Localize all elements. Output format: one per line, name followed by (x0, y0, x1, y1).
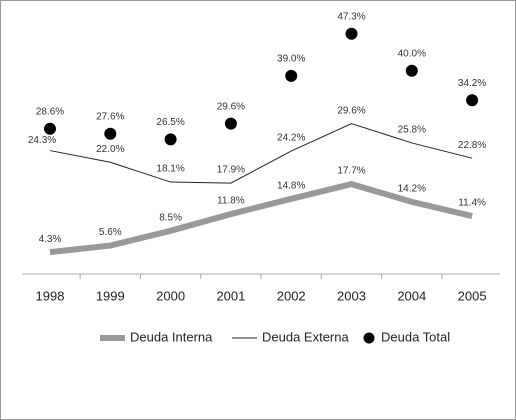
legend-label: Deuda Interna (130, 329, 213, 344)
dot (405, 64, 418, 77)
dot (345, 27, 358, 40)
value-label: 34.2% (458, 78, 486, 89)
dot (104, 127, 117, 140)
value-label: 17.7% (337, 166, 365, 177)
legend-symbol (363, 332, 375, 344)
value-label: 47.3% (337, 11, 365, 22)
value-label: 39.0% (277, 54, 305, 65)
x-tick-label: 1998 (36, 288, 65, 303)
value-label: 4.3% (39, 234, 62, 245)
value-label: 28.6% (36, 106, 64, 117)
value-label: 29.6% (337, 105, 365, 116)
dot (466, 94, 479, 107)
value-label: 14.8% (277, 180, 305, 191)
value-label: 24.3% (28, 135, 56, 146)
value-label: 14.2% (398, 184, 426, 195)
dot (224, 117, 237, 130)
value-label: 18.1% (156, 164, 184, 175)
value-label: 25.8% (398, 125, 426, 136)
x-tick-label: 2004 (397, 288, 426, 303)
value-label: 17.9% (217, 165, 245, 176)
legend-label: Deuda Total (381, 329, 450, 344)
value-label: 11.4% (458, 198, 486, 209)
dot (285, 69, 298, 82)
value-label: 26.5% (156, 117, 184, 128)
value-label: 22.8% (458, 140, 486, 151)
value-label: 40.0% (398, 48, 426, 59)
value-label: 11.8% (217, 196, 245, 207)
value-label: 24.2% (277, 133, 305, 144)
x-tick-label: 2003 (337, 288, 366, 303)
value-label: 5.6% (99, 227, 122, 238)
x-tick-label: 2002 (277, 288, 306, 303)
x-tick-label: 2000 (156, 288, 185, 303)
value-label: 29.6% (217, 101, 245, 112)
legend-label: Deuda Externa (262, 329, 349, 344)
x-tick-label: 1999 (96, 288, 125, 303)
line (49, 180, 473, 256)
line (49, 123, 473, 184)
value-label: 22.0% (96, 144, 124, 155)
value-label: 8.5% (159, 212, 182, 223)
dot (164, 133, 177, 146)
dot (44, 122, 56, 135)
x-tick-label: 2005 (458, 288, 487, 303)
value-label: 27.6% (96, 111, 124, 122)
x-tick-label: 2001 (216, 288, 245, 303)
